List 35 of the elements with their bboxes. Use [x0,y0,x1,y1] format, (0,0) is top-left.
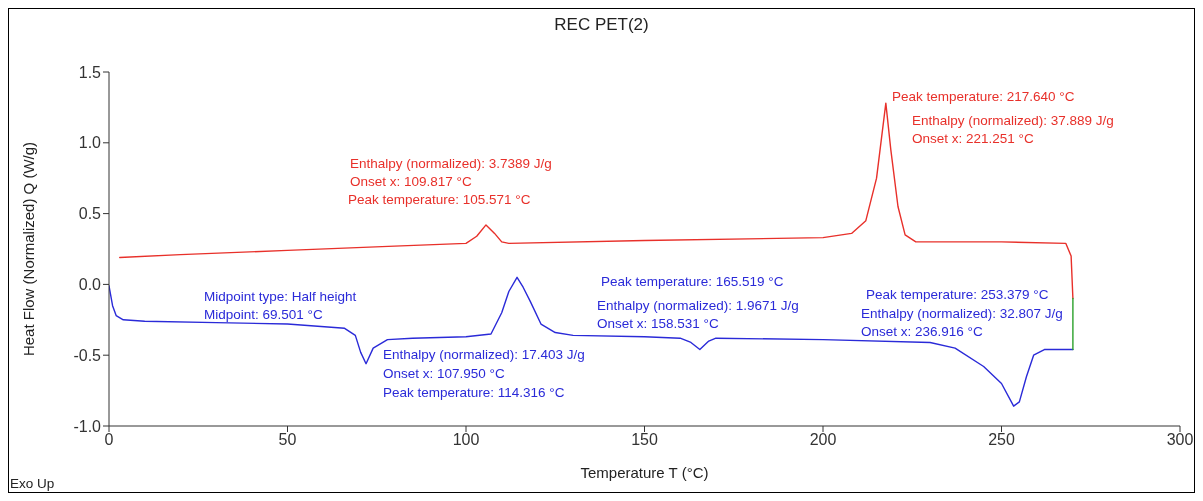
annotation: Enthalpy (normalized): 37.889 J/g [912,112,1114,130]
annotation: Peak temperature: 253.379 °C [866,286,1049,304]
annotation: Enthalpy (normalized): 32.807 J/g [861,305,1063,323]
annotation: Peak temperature: 114.316 °C [383,384,565,402]
x-tick-label: 0 [104,431,114,449]
y-tick-label: 1.5 [78,63,102,81]
y-tick-label: 0.0 [78,276,102,294]
y-tick-label: -1.0 [73,417,102,435]
x-axis-title: Temperature T (°C) [580,464,709,481]
annotation: Peak temperature: 105.571 °C [348,191,531,209]
line-series [109,276,1074,407]
y-tick-label: 1.0 [78,134,102,152]
y-tick-label: -0.5 [73,346,102,364]
chart-title: REC PET(2) [553,15,650,35]
annotation: Midpoint type: Half height [204,288,357,306]
y-axis-title: Heat Flow (Normalized) Q (W/g) [20,141,38,357]
annotation: Enthalpy (normalized): 1.9671 J/g [597,297,799,315]
x-tick-label: 300 [1166,431,1194,449]
annotation: Onset x: 109.817 °C [350,173,472,191]
annotation: Enthalpy (normalized): 3.7389 J/g [350,155,552,173]
x-tick-label: 150 [631,431,658,449]
annotation: Onset x: 221.251 °C [912,130,1034,148]
x-tick-label: 100 [452,431,480,449]
text: Exo Up [10,475,55,493]
annotation: Enthalpy (normalized): 17.403 J/g [383,346,585,364]
x-tick-label: 50 [278,431,297,449]
annotation: Midpoint: 69.501 °C [204,306,323,324]
annotation: Onset x: 158.531 °C [597,315,719,333]
annotation: Peak temperature: 165.519 °C [601,273,784,291]
annotation: Peak temperature: 217.640 °C [892,88,1075,106]
annotation: Onset x: 236.916 °C [861,323,983,341]
x-tick-label: 250 [988,431,1015,449]
y-tick-label: 0.5 [78,205,102,223]
x-tick-label: 200 [809,431,837,449]
annotation: Onset x: 107.950 °C [383,365,505,383]
